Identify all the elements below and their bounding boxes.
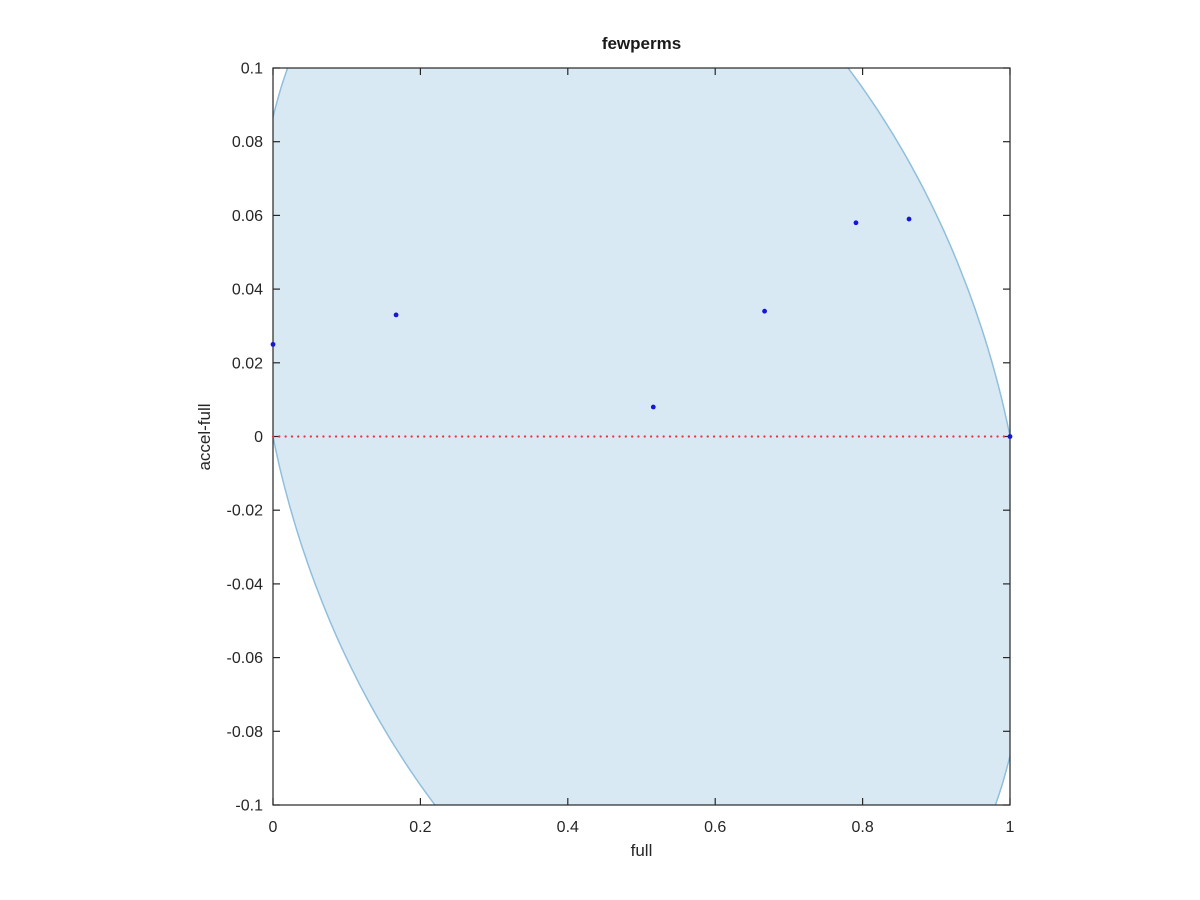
data-point	[853, 220, 859, 226]
x-tick-label: 0	[269, 819, 278, 836]
chart-title: fewperms	[601, 34, 682, 53]
y-tick-label: 0.04	[232, 282, 263, 299]
y-tick-label: 0	[254, 429, 263, 446]
data-point	[270, 341, 276, 347]
x-tick-labels: 0 0.2 0.4 0.6 0.8 1	[269, 819, 1015, 836]
scatter-points	[270, 216, 1013, 439]
y-tick-label: -0.08	[227, 724, 264, 741]
data-point	[906, 216, 912, 222]
y-tick-label: 0.02	[232, 355, 263, 372]
x-tick-label: 1	[1006, 819, 1015, 836]
confidence-band	[273, 68, 1010, 805]
y-tick-label: 0.08	[232, 134, 263, 151]
y-tick-labels: 0.1 0.08 0.06 0.04 0.02 0 -0.02 -0.04 -0.06 -0.08…	[227, 61, 264, 815]
y-tick-label: -0.1	[235, 798, 263, 815]
data-point	[393, 312, 399, 318]
y-axis-label: accel-full	[195, 403, 214, 471]
x-tick-label: 0.6	[704, 819, 726, 836]
y-tick-label: -0.06	[227, 650, 264, 667]
y-tick-label: 0.1	[241, 61, 263, 78]
x-axis-label: full	[630, 841, 653, 860]
x-tick-label: 0.4	[557, 819, 579, 836]
y-tick-label: -0.02	[227, 503, 264, 520]
y-tick-label: -0.04	[227, 576, 264, 593]
y-tick-label: 0.06	[232, 208, 263, 225]
data-point	[762, 308, 767, 314]
x-tick-label: 0.8	[851, 819, 873, 836]
data-point	[650, 404, 656, 410]
x-tick-label: 0.2	[409, 819, 431, 836]
data-point	[1007, 434, 1013, 439]
